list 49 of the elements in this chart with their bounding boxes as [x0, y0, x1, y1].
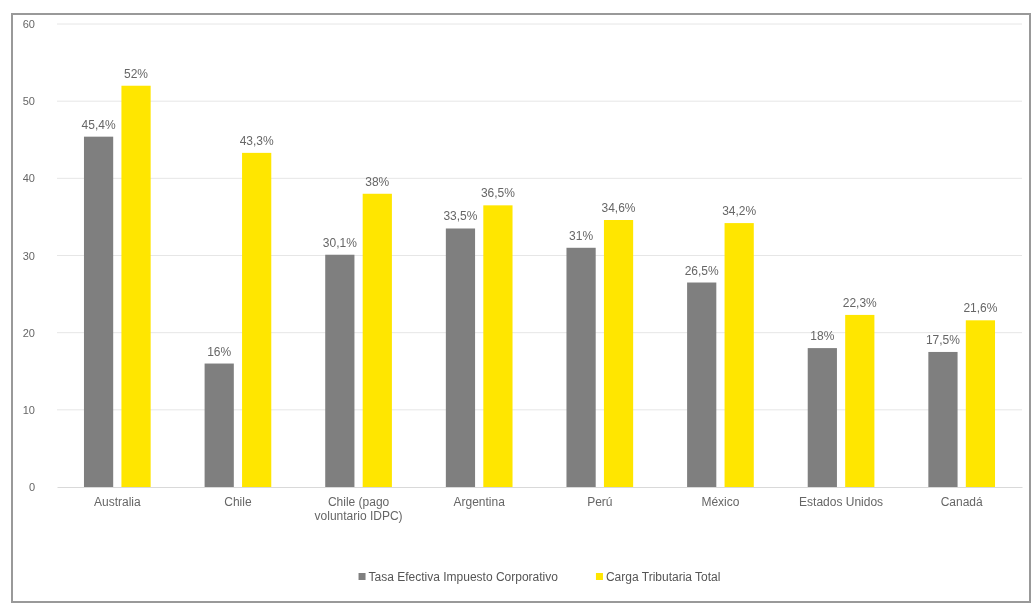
data-label: 31%: [569, 228, 594, 243]
data-label: 17,5%: [925, 332, 961, 347]
bar: [687, 282, 717, 487]
data-label: 18%: [810, 329, 835, 344]
data-label: 16%: [207, 344, 232, 359]
y-tick-label: 10: [22, 403, 35, 416]
x-tick-label: Estados Unidos: [799, 494, 884, 509]
x-tick-label: México: [701, 494, 740, 509]
x-tick-label: Chile (pago voluntario IDPC): [314, 494, 403, 523]
bar: [204, 363, 234, 487]
x-tick-label: Australia: [93, 494, 141, 509]
y-tick-label: 0: [28, 481, 35, 494]
data-label: 52%: [124, 66, 149, 81]
bar: [483, 205, 513, 487]
bar: [325, 254, 355, 487]
bar: [566, 247, 596, 487]
data-label: 26,5%: [684, 263, 720, 278]
data-label: 30,1%: [322, 235, 358, 250]
bar: [445, 228, 476, 487]
bar: [121, 85, 151, 487]
data-label: 43,3%: [239, 133, 275, 148]
data-label: 33,5%: [443, 209, 478, 224]
x-tick-label: Argentina: [453, 494, 506, 509]
x-tick-label: Chile: [224, 494, 252, 509]
bar: [928, 351, 958, 487]
x-tick-label: Perú: [587, 494, 613, 509]
legend-label: Carga Tributaria Total: [605, 570, 721, 584]
y-tick-label: 20: [22, 326, 35, 339]
bar: [845, 314, 875, 487]
data-label: 21,6%: [963, 301, 998, 316]
legend-label: Tasa Efectiva Impuesto Corporativo: [368, 570, 559, 584]
data-label: 34,6%: [601, 201, 636, 215]
data-label: 45,4%: [81, 117, 116, 132]
y-tick-label: 30: [22, 249, 35, 262]
data-label: 36,5%: [480, 186, 516, 201]
y-tick-label: 60: [22, 18, 35, 31]
y-tick-label: 40: [22, 172, 35, 185]
bar: [724, 223, 754, 487]
bar: [242, 152, 272, 487]
data-label: 34,2%: [722, 204, 757, 219]
y-tick-label: 50: [22, 95, 35, 108]
bar: [965, 320, 996, 487]
bar: [362, 193, 392, 487]
bar: [83, 136, 114, 487]
bar: [603, 220, 634, 487]
bar: [807, 348, 837, 487]
x-tick-label: Canadá: [940, 494, 984, 509]
data-label: 22,3%: [842, 295, 878, 310]
data-label: 38%: [365, 174, 390, 189]
